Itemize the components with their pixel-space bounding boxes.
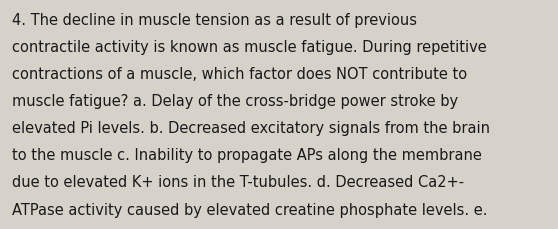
Text: contractions of a muscle, which factor does NOT contribute to: contractions of a muscle, which factor d… (12, 67, 468, 82)
Text: ATPase activity caused by elevated creatine phosphate levels. e.: ATPase activity caused by elevated creat… (12, 202, 488, 217)
Text: elevated Pi levels. b. Decreased excitatory signals from the brain: elevated Pi levels. b. Decreased excitat… (12, 121, 490, 136)
Text: contractile activity is known as muscle fatigue. During repetitive: contractile activity is known as muscle … (12, 40, 487, 55)
Text: due to elevated K+ ions in the T-tubules. d. Decreased Ca2+-: due to elevated K+ ions in the T-tubules… (12, 175, 464, 190)
Text: muscle fatigue? a. Delay of the cross-bridge power stroke by: muscle fatigue? a. Delay of the cross-br… (12, 94, 459, 109)
Text: 4. The decline in muscle tension as a result of previous: 4. The decline in muscle tension as a re… (12, 13, 417, 27)
Text: to the muscle c. Inability to propagate APs along the membrane: to the muscle c. Inability to propagate … (12, 148, 482, 163)
